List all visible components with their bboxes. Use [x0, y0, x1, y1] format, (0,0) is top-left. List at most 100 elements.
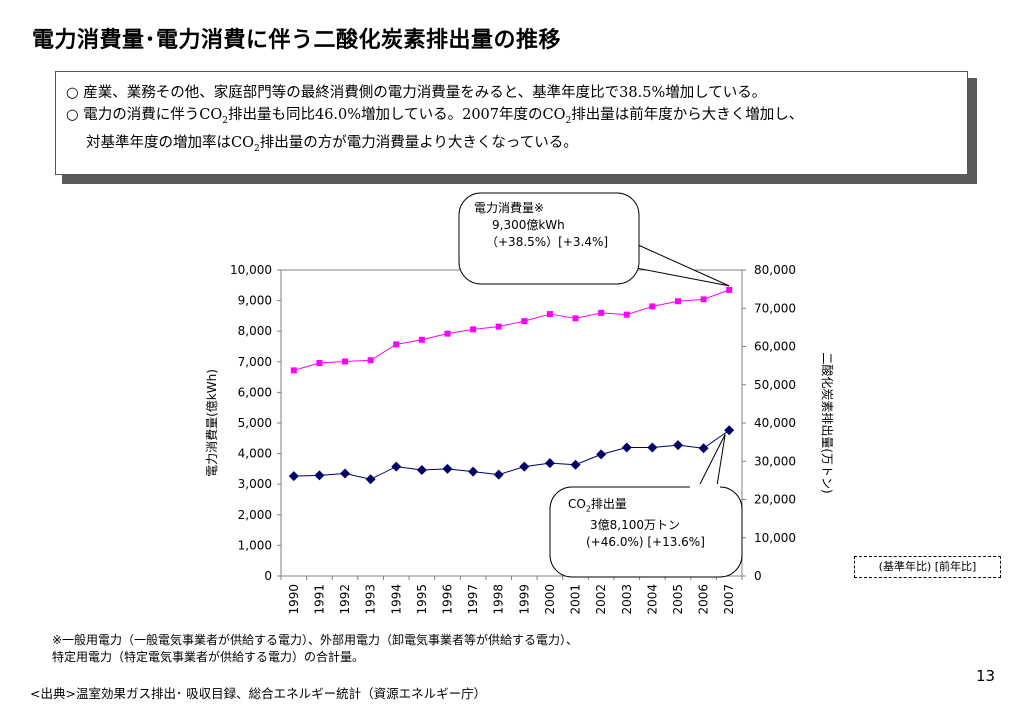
- series-line: [293, 289, 730, 371]
- x-tick-label: 1996: [440, 584, 454, 615]
- summary-line-2: ○ 電力の消費に伴うCO2排出量も同比46.0%増加している。2007年度のCO…: [66, 107, 804, 126]
- x-tick-label: 1995: [415, 584, 429, 615]
- data-point: [572, 315, 579, 322]
- right-tick-label: 10,000: [754, 531, 796, 545]
- series-co2: [288, 425, 735, 485]
- page-title: 電力消費量･電力消費に伴う二酸化炭素排出量の推移: [32, 28, 562, 53]
- data-point: [521, 318, 528, 325]
- x-tick-label: 2006: [697, 584, 711, 615]
- data-point: [623, 311, 630, 318]
- data-point: [519, 461, 530, 472]
- data-point: [288, 471, 299, 482]
- data-point: [340, 468, 351, 479]
- right-tick-label: 60,000: [754, 340, 796, 354]
- data-point: [365, 474, 376, 485]
- left-tick-label: 0: [264, 569, 272, 583]
- data-point: [314, 470, 325, 481]
- data-point: [367, 357, 374, 364]
- data-point: [672, 440, 683, 451]
- x-tick-label: 1997: [466, 584, 480, 615]
- y-axis-right-label: 二酸化炭素排出量(万トン): [820, 352, 835, 493]
- rate-legend-note: (基準年比) [前年比]: [854, 556, 1001, 578]
- left-tick-label: 10,000: [230, 263, 272, 277]
- right-axis: 0 10,000 20,000 30,000 40,000 50,000 60,000 70,…: [742, 263, 796, 583]
- callout-co2-joint: [690, 484, 720, 492]
- data-point: [393, 341, 400, 348]
- x-tick-label: 2001: [569, 584, 583, 615]
- callout-power: 電力消費量※ 9,300億kWh （+38.5%）[+3.4%]: [472, 200, 608, 251]
- footnote: ※一般用電力（一般電気事業者が供給する電力）、外部用電力（卸電気事業者等が供給す…: [52, 632, 578, 666]
- left-tick-label: 5,000: [238, 416, 272, 430]
- series-power: [290, 286, 733, 374]
- callout-co2: CO2排出量 3億8,100万トン (+46.0%) [+13.6%]: [568, 496, 705, 551]
- x-tick-label: 1991: [312, 584, 326, 615]
- data-point: [290, 367, 297, 374]
- right-tick-label: 70,000: [754, 301, 796, 315]
- left-axis: 0 1,000 2,000 3,000 4,000 5,000 6,000 7,000 8,00…: [230, 263, 281, 583]
- data-point: [724, 425, 735, 436]
- callout-co2-bubble-fill: [552, 489, 740, 575]
- data-point: [546, 311, 553, 318]
- data-point: [416, 465, 427, 476]
- x-tick-label: 2007: [722, 584, 736, 615]
- left-tick-label: 6,000: [238, 385, 272, 399]
- summary-box: ○ 産業、業務その他、家庭部門等の最終消費側の電力消費量をみると、基準年度比で3…: [55, 71, 968, 175]
- callouts: [458, 192, 743, 578]
- summary-line-1: ○ 産業、業務その他、家庭部門等の最終消費側の電力消費量をみると、基準年度比で3…: [66, 85, 767, 101]
- data-point: [391, 461, 402, 472]
- left-tick-label: 1,000: [238, 538, 272, 552]
- data-point: [726, 286, 733, 293]
- right-tick-label: 50,000: [754, 378, 796, 392]
- data-point: [698, 443, 709, 454]
- footnote-line-1: ※一般用電力（一般電気事業者が供給する電力）、外部用電力（卸電気事業者等が供給す…: [52, 633, 579, 647]
- data-point: [544, 458, 555, 469]
- left-tick-label: 4,000: [238, 447, 272, 461]
- x-tick-label: 1990: [287, 584, 301, 615]
- callout-power-rate: （+38.5%）[+3.4%]: [486, 235, 609, 249]
- data-point: [444, 330, 451, 337]
- callout-power-title: 電力消費量※: [474, 201, 545, 215]
- left-tick-label: 2,000: [238, 508, 272, 522]
- data-point: [700, 296, 707, 303]
- page-number: 13: [976, 667, 996, 685]
- data-point: [418, 336, 425, 343]
- left-tick-label: 9,000: [238, 294, 272, 308]
- data-point: [674, 298, 681, 305]
- y-axis-left-label: 電力消費量(億kWh): [204, 369, 219, 477]
- callout-co2-title: CO2排出量: [568, 497, 627, 514]
- data-point: [649, 303, 656, 310]
- left-tick-label: 3,000: [238, 477, 272, 491]
- data-point: [342, 358, 349, 365]
- x-tick-label: 1999: [517, 584, 531, 615]
- right-tick-label: 20,000: [754, 493, 796, 507]
- x-tick-label: 2002: [594, 584, 608, 615]
- x-tick-label: 2003: [620, 584, 634, 615]
- x-tick-label: 1992: [338, 584, 352, 615]
- footnote-line-2: 特定用電力（特定電気事業者が供給する電力）の合計量。: [52, 650, 365, 664]
- right-tick-label: 30,000: [754, 454, 796, 468]
- data-point: [596, 449, 607, 460]
- data-point: [570, 459, 581, 470]
- data-point: [493, 469, 504, 480]
- x-axis: 1990 1991 1992 1993 1994 1995 1996 1997 1998 1999…: [280, 576, 743, 615]
- right-tick-label: 0: [754, 569, 762, 583]
- data-point: [442, 463, 453, 474]
- left-tick-label: 7,000: [238, 355, 272, 369]
- data-point: [468, 466, 479, 477]
- right-tick-label: 80,000: [754, 263, 796, 277]
- x-tick-label: 2005: [671, 584, 685, 615]
- callout-co2-value: 3億8,100万トン: [590, 518, 680, 533]
- data-point: [316, 360, 323, 367]
- data-point: [647, 442, 658, 453]
- x-tick-label: 1994: [389, 584, 403, 615]
- callout-power-bubble-fill: [461, 195, 637, 282]
- data-point: [495, 323, 502, 330]
- data-point: [621, 442, 632, 453]
- data-point: [598, 309, 605, 316]
- callout-co2-rate: (+46.0%) [+13.6%]: [586, 535, 705, 550]
- x-tick-label: 2000: [543, 584, 557, 615]
- x-tick-label: 2004: [645, 584, 659, 615]
- source-citation: <出典>温室効果ガス排出･ 吸収目録、総合エネルギー統計（資源エネルギー庁）: [30, 686, 487, 701]
- summary-line-3: 対基準年度の増加率はCO2排出量の方が電力消費量より大きくなっている。: [86, 134, 578, 154]
